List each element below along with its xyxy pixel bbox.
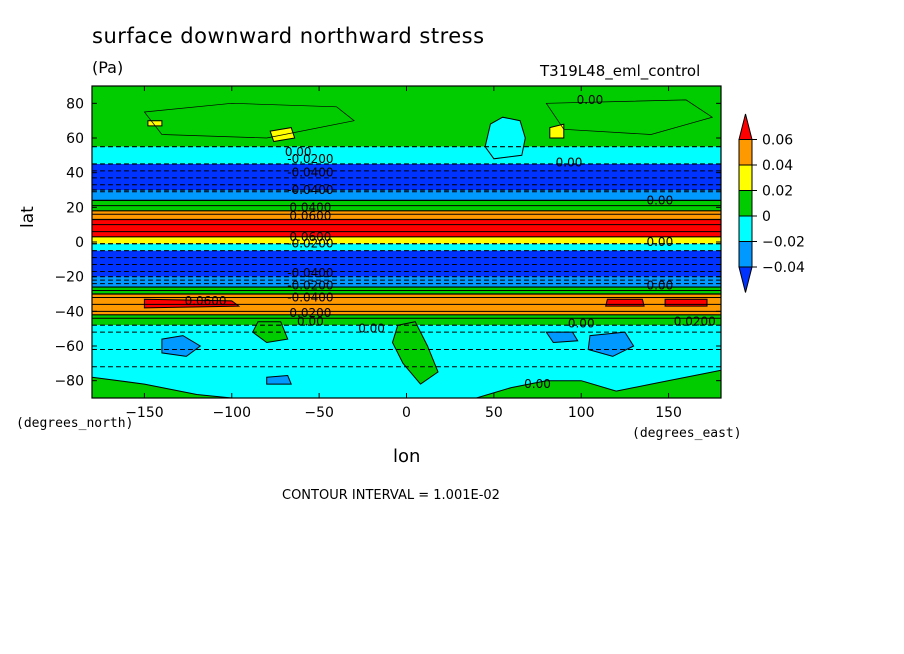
x-tick-label-5: 100 [568,405,595,421]
colorbar-swatch-1 [738,139,753,166]
contour-label-6: 0.0600 [289,230,331,244]
contour-label-13: 0.00 [297,315,324,329]
zonal-band-8 [92,243,721,251]
colorbar-swatch-3 [738,190,753,217]
y-tick-label-5: −20 [54,270,84,286]
zonal-band-1 [92,146,721,164]
y-tick-label-1: 60 [66,131,84,147]
x-axis-units: (degrees_east) [632,426,742,441]
region-lightblue-patch-3 [545,331,579,344]
colorbar-label-5: −0.04 [762,260,805,276]
x-tick-label-2: −50 [304,405,334,421]
contour-loop-north-1 [143,102,355,139]
zonal-band-13 [92,314,721,326]
region-red-south-2 [605,298,645,307]
colorbar-arrow-bottom [738,266,753,293]
region-green-antarctic-coast [476,369,721,398]
contour-label-17: 0.00 [646,193,673,207]
contour-label-16: 0.00 [556,155,583,169]
chart-title: surface downward northward stress [92,24,485,48]
y-tick-label-2: 40 [66,166,84,182]
contour-fill-group: 0.00-0.0200-0.0400-0.04000.04000.06000.0… [92,86,721,398]
contour-label-3: -0.0400 [287,183,333,197]
region-lightblue-patch-1 [161,335,202,357]
contour-label-5: 0.0600 [289,209,331,223]
zonal-band-6 [92,219,721,237]
zonal-band-0 [92,86,721,147]
colorbar-label-2: 0.02 [762,184,793,200]
colorbar-label-4: −0.02 [762,235,805,251]
contour-label-12: 0.0200 [289,306,331,320]
contour-label-7: -0.0200 [287,237,333,251]
colorbar-swatch-5 [738,241,753,268]
y-tick-label-6: −40 [54,304,84,320]
region-green-antarctic [391,321,439,385]
zonal-band-10 [92,276,721,288]
zonal-band-3 [92,190,721,201]
contour-label-21: 0.0200 [674,315,716,329]
x-tick-label-1: −100 [213,405,251,421]
region-cyan-north-atlantic [484,116,526,160]
contour-label-18: 0.00 [646,235,673,249]
y-tick-label-0: 80 [66,96,84,112]
x-tick-label-4: 50 [485,405,503,421]
contour-label-19: 0.00 [646,278,673,292]
x-tick-label-0: −150 [125,405,163,421]
y-tick-label-3: 20 [66,200,84,216]
y-axis-units: (degrees_north) [16,416,134,431]
contour-label-1: -0.0200 [287,152,333,166]
region-green-antarctic-west [92,376,232,398]
contour-label-9: -0.0200 [287,278,333,292]
contour-label-15: 0.00 [577,93,604,107]
colorbar-arrow-top [738,113,753,140]
contour-label-4: 0.0400 [289,200,331,214]
contour-label-20: 0.00 [568,316,595,330]
region-lightblue-patch-2 [587,331,635,357]
contour-label-0: 0.00 [285,145,312,159]
region-red-south-1 [143,298,241,309]
y-tick-label-8: −80 [54,374,84,390]
contour-label-22: 0.00 [524,377,551,391]
x-tick-label-6: 150 [655,405,682,421]
colorbar-swatch-4 [738,215,753,242]
dataset-name: T319L48_eml_control [540,62,701,80]
region-yellow-north-2 [549,123,565,139]
chart-units: (Pa) [92,58,124,77]
contour-interval-note: CONTOUR INTERVAL = 1.001E-02 [282,488,500,503]
x-tick-label-3: 0 [402,405,411,421]
region-red-south-3 [664,298,708,307]
contour-label-14: 0.00 [358,322,385,336]
y-tick-label-4: 0 [75,235,84,251]
contour-label-11: 0.0600 [185,294,227,308]
contour-label-10: -0.0400 [287,290,333,304]
x-axis-label: lon [393,446,421,467]
zonal-band-9 [92,250,721,277]
contour-label-2: -0.0400 [287,166,333,180]
contour-loop-north-2 [545,99,714,135]
region-yellow-north-3 [147,120,163,127]
colorbar-swatch-2 [738,164,753,191]
colorbar-label-1: 0.04 [762,158,793,174]
colorbar-label-3: 0 [762,209,771,225]
zonal-band-5 [92,210,721,220]
zonal-band-7 [92,236,721,244]
zonal-band-2 [92,164,721,190]
colorbar-label-0: 0.06 [762,133,793,149]
contour-label-8: -0.0400 [287,266,333,280]
region-lightblue-patch-4 [266,374,292,385]
y-tick-label-7: −60 [54,339,84,355]
